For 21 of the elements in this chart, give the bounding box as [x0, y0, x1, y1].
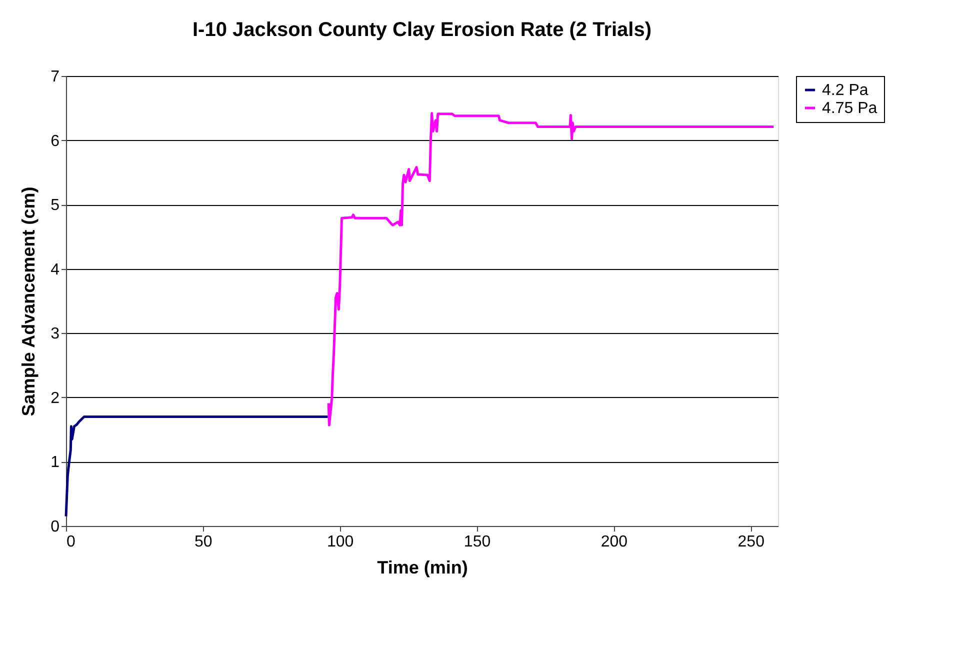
- x-tick-label: 200: [600, 534, 628, 550]
- x-tick-label: 150: [464, 534, 491, 550]
- x-tick-label: 250: [738, 534, 765, 550]
- y-tick-label: 0: [50, 518, 60, 536]
- x-tick-label: 50: [194, 534, 212, 550]
- y-tick-label: 2: [50, 390, 60, 407]
- y-tick-label: 4: [50, 261, 60, 278]
- y-tick-label: 1: [50, 454, 60, 472]
- x-tick-label: 0: [66, 534, 76, 550]
- legend-label: 4.75 Pa: [822, 100, 878, 117]
- chart-title: I-10 Jackson County Clay Erosion Rate (2 Trials): [192, 19, 652, 41]
- line-series: [327, 112, 775, 426]
- line-series: [64, 415, 330, 518]
- y-axis-title: Sample Advancement (cm): [18, 186, 39, 416]
- x-axis-title: Time (min): [377, 558, 468, 578]
- y-tick-label: 5: [50, 197, 60, 214]
- y-tick-label: 6: [50, 132, 60, 150]
- legend-label: 4.2 Pa: [822, 82, 868, 99]
- y-tick-label: 3: [50, 326, 60, 343]
- x-tick-label: 100: [326, 534, 354, 550]
- y-tick-label: 7: [50, 68, 60, 86]
